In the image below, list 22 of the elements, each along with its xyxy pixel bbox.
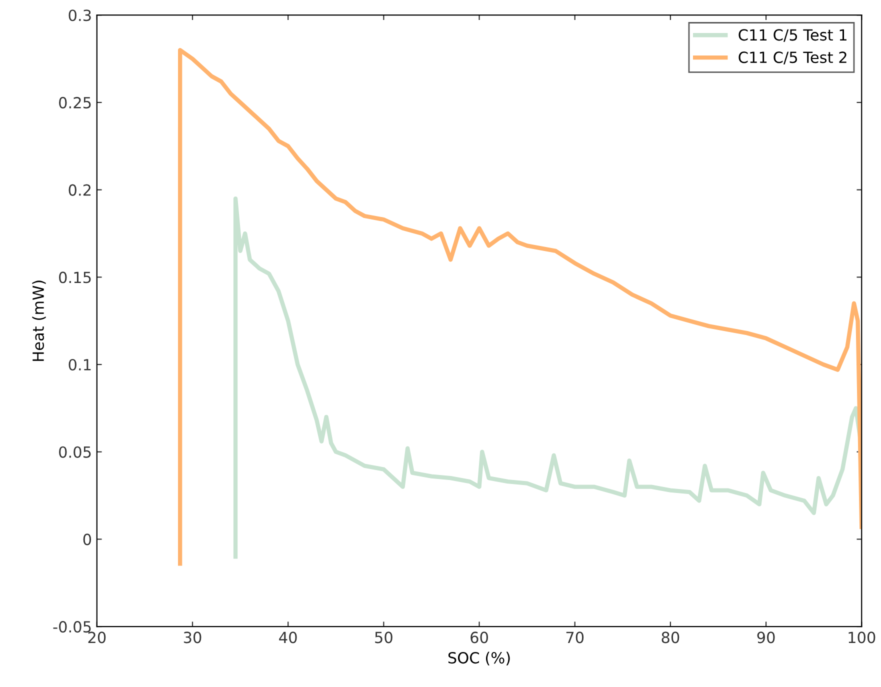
legend-label: C11 C/5 Test 2 [738,52,846,64]
x-tick-label: 80 [662,632,680,644]
x-tick-label: 50 [375,632,392,644]
x-tick-label: 40 [279,632,297,644]
x-tick-label: 60 [470,632,488,644]
line-series [178,48,862,566]
x-tick-label: 90 [757,632,775,644]
x-tick-label: 100 [848,632,876,644]
x-tick-label: 30 [184,632,202,644]
y-axis-title: Heat (mW) [32,280,46,361]
y-tick-label: -0.05 [53,621,91,633]
y-tick-label: 0.15 [59,272,91,284]
y-tick-label: 0.1 [68,358,91,371]
y-tick-label: 0.2 [68,184,91,196]
y-tick-label: 0 [83,534,92,546]
legend-label: C11 C/5 Test 1 [738,29,846,42]
y-tick-label: 0.25 [59,96,91,108]
y-tick-label: 0.3 [68,10,91,22]
y-tick-label: 0.05 [59,446,91,458]
x-axis-title: SOC (%) [448,652,510,666]
x-tick-label: 20 [88,632,106,644]
x-tick-label: 70 [566,632,584,644]
